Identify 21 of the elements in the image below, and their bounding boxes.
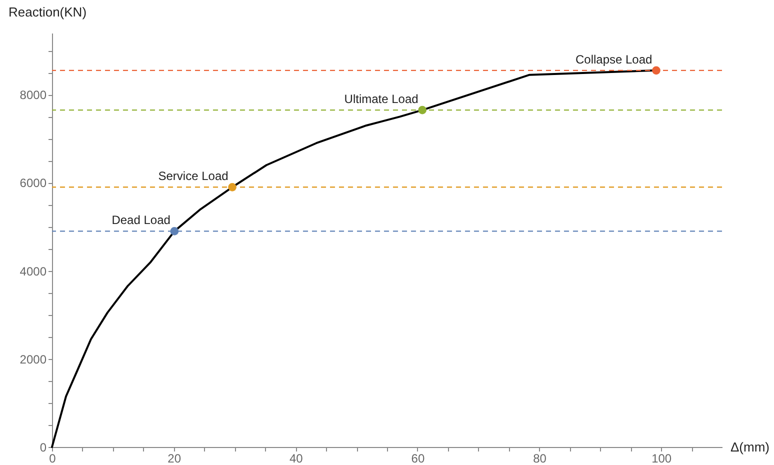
y-tick-label: 4000 — [20, 264, 47, 278]
y-tick-label: 8000 — [20, 88, 47, 102]
point — [418, 106, 427, 114]
x-tick-label: 80 — [533, 452, 547, 465]
annotation: Dead Load — [112, 213, 170, 228]
point — [170, 227, 179, 236]
x-axis-title: Δ(mm) — [730, 440, 770, 454]
point — [652, 66, 660, 75]
annotation: Collapse Load — [575, 52, 652, 66]
x-tick-label: 100 — [652, 452, 672, 465]
annotation: Service Load — [158, 169, 228, 184]
y-axis-title: Reaction(KN) — [8, 4, 87, 20]
y-tick-label: 6000 — [20, 176, 47, 190]
point — [228, 182, 236, 192]
annotation: Ultimate Load — [344, 92, 418, 106]
x-tick-label: 60 — [411, 452, 425, 465]
x-tick-label: 40 — [289, 452, 304, 465]
x-tick-label: 20 — [168, 452, 182, 465]
y-tick-label: 2000 — [20, 352, 47, 366]
x-tick-label: 0 — [49, 452, 56, 465]
y-tick-label: 0 — [40, 440, 47, 454]
